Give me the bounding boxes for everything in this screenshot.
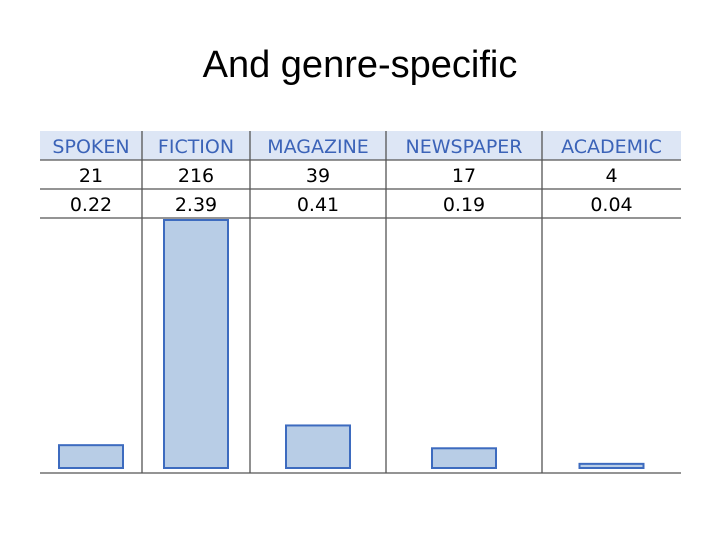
bar-newspaper bbox=[431, 447, 497, 469]
count-cell: 39 bbox=[306, 165, 330, 187]
bar-spoken bbox=[58, 444, 124, 469]
count-cell: 17 bbox=[452, 165, 476, 187]
bar-academic bbox=[578, 462, 645, 469]
bar-fiction bbox=[163, 219, 229, 469]
bar-magazine bbox=[285, 424, 351, 469]
count-cell: 4 bbox=[605, 165, 617, 187]
category-header: NEWSPAPER bbox=[406, 136, 523, 158]
per-million-cell: 0.19 bbox=[443, 194, 485, 216]
count-cell: 216 bbox=[178, 165, 214, 187]
per-million-cell: 0.41 bbox=[297, 194, 339, 216]
per-million-cell: 2.39 bbox=[175, 194, 217, 216]
category-header: ACADEMIC bbox=[561, 136, 662, 158]
page-title: And genre-specific bbox=[202, 44, 518, 86]
category-header: MAGAZINE bbox=[267, 136, 369, 158]
count-cell: 21 bbox=[79, 165, 103, 187]
per-million-cell: 0.22 bbox=[70, 194, 112, 216]
per-million-cell: 0.04 bbox=[590, 194, 632, 216]
category-header: FICTION bbox=[158, 136, 234, 158]
category-header: SPOKEN bbox=[52, 136, 129, 158]
header-row-background bbox=[40, 131, 681, 160]
